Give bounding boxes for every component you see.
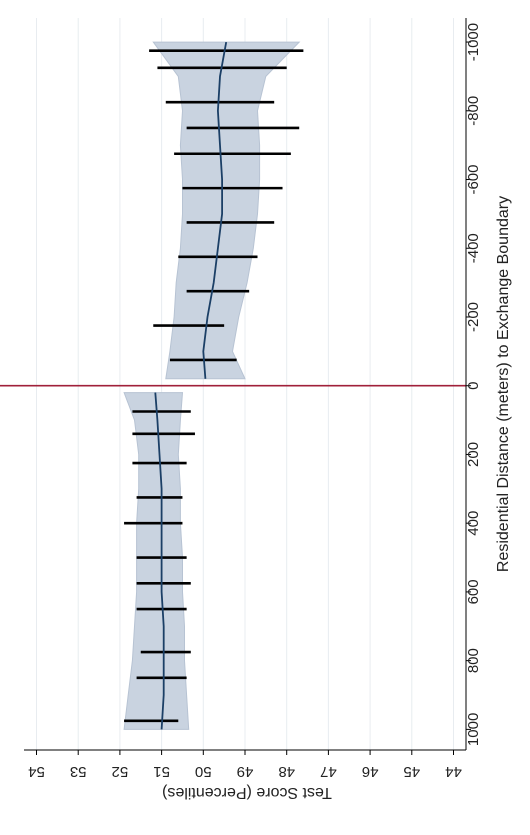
y-tick-label: 44	[445, 763, 462, 780]
fit-line-right	[154, 392, 165, 730]
y-tick-label: 49	[237, 763, 254, 780]
tick-labels: -1000 -800 -600 -400 -200 0 200 400 600 800 100044…	[28, 23, 482, 780]
fit-line-left	[202, 41, 228, 379]
x-tick-label: 0	[465, 382, 482, 390]
y-tick-label: 52	[112, 763, 129, 780]
ci-band-right	[123, 392, 190, 730]
y-tick-label: 53	[70, 763, 87, 780]
x-tick-label: 400	[465, 511, 482, 536]
y-tick-label: 51	[153, 763, 170, 780]
ci-band-left	[152, 41, 301, 380]
x-tick-label: 800	[465, 648, 482, 673]
x-tick-label: -400	[465, 233, 482, 263]
y-tick-label: 50	[195, 763, 212, 780]
y-tick-label: 48	[278, 763, 295, 780]
fit-lines	[154, 41, 228, 730]
x-tick-label: 600	[465, 579, 482, 604]
y-tick-label: 47	[320, 763, 337, 780]
y-axis-title: Test Score (Percentiles)	[162, 784, 332, 801]
x-tick-label: -800	[465, 96, 482, 126]
confidence-bands	[123, 41, 301, 730]
x-tick-label: -200	[465, 302, 482, 332]
x-tick-label: -600	[465, 165, 482, 195]
axes	[0, 18, 471, 755]
y-tick-label: 46	[362, 763, 379, 780]
x-axis-title: Residential Distance (meters) to Exchang…	[495, 196, 512, 572]
x-tick-label: -1000	[465, 23, 482, 61]
y-tick-label: 54	[28, 763, 45, 780]
x-tick-label: 200	[465, 442, 482, 467]
x-tick-label: 1000	[465, 713, 482, 746]
y-tick-label: 45	[403, 763, 420, 780]
